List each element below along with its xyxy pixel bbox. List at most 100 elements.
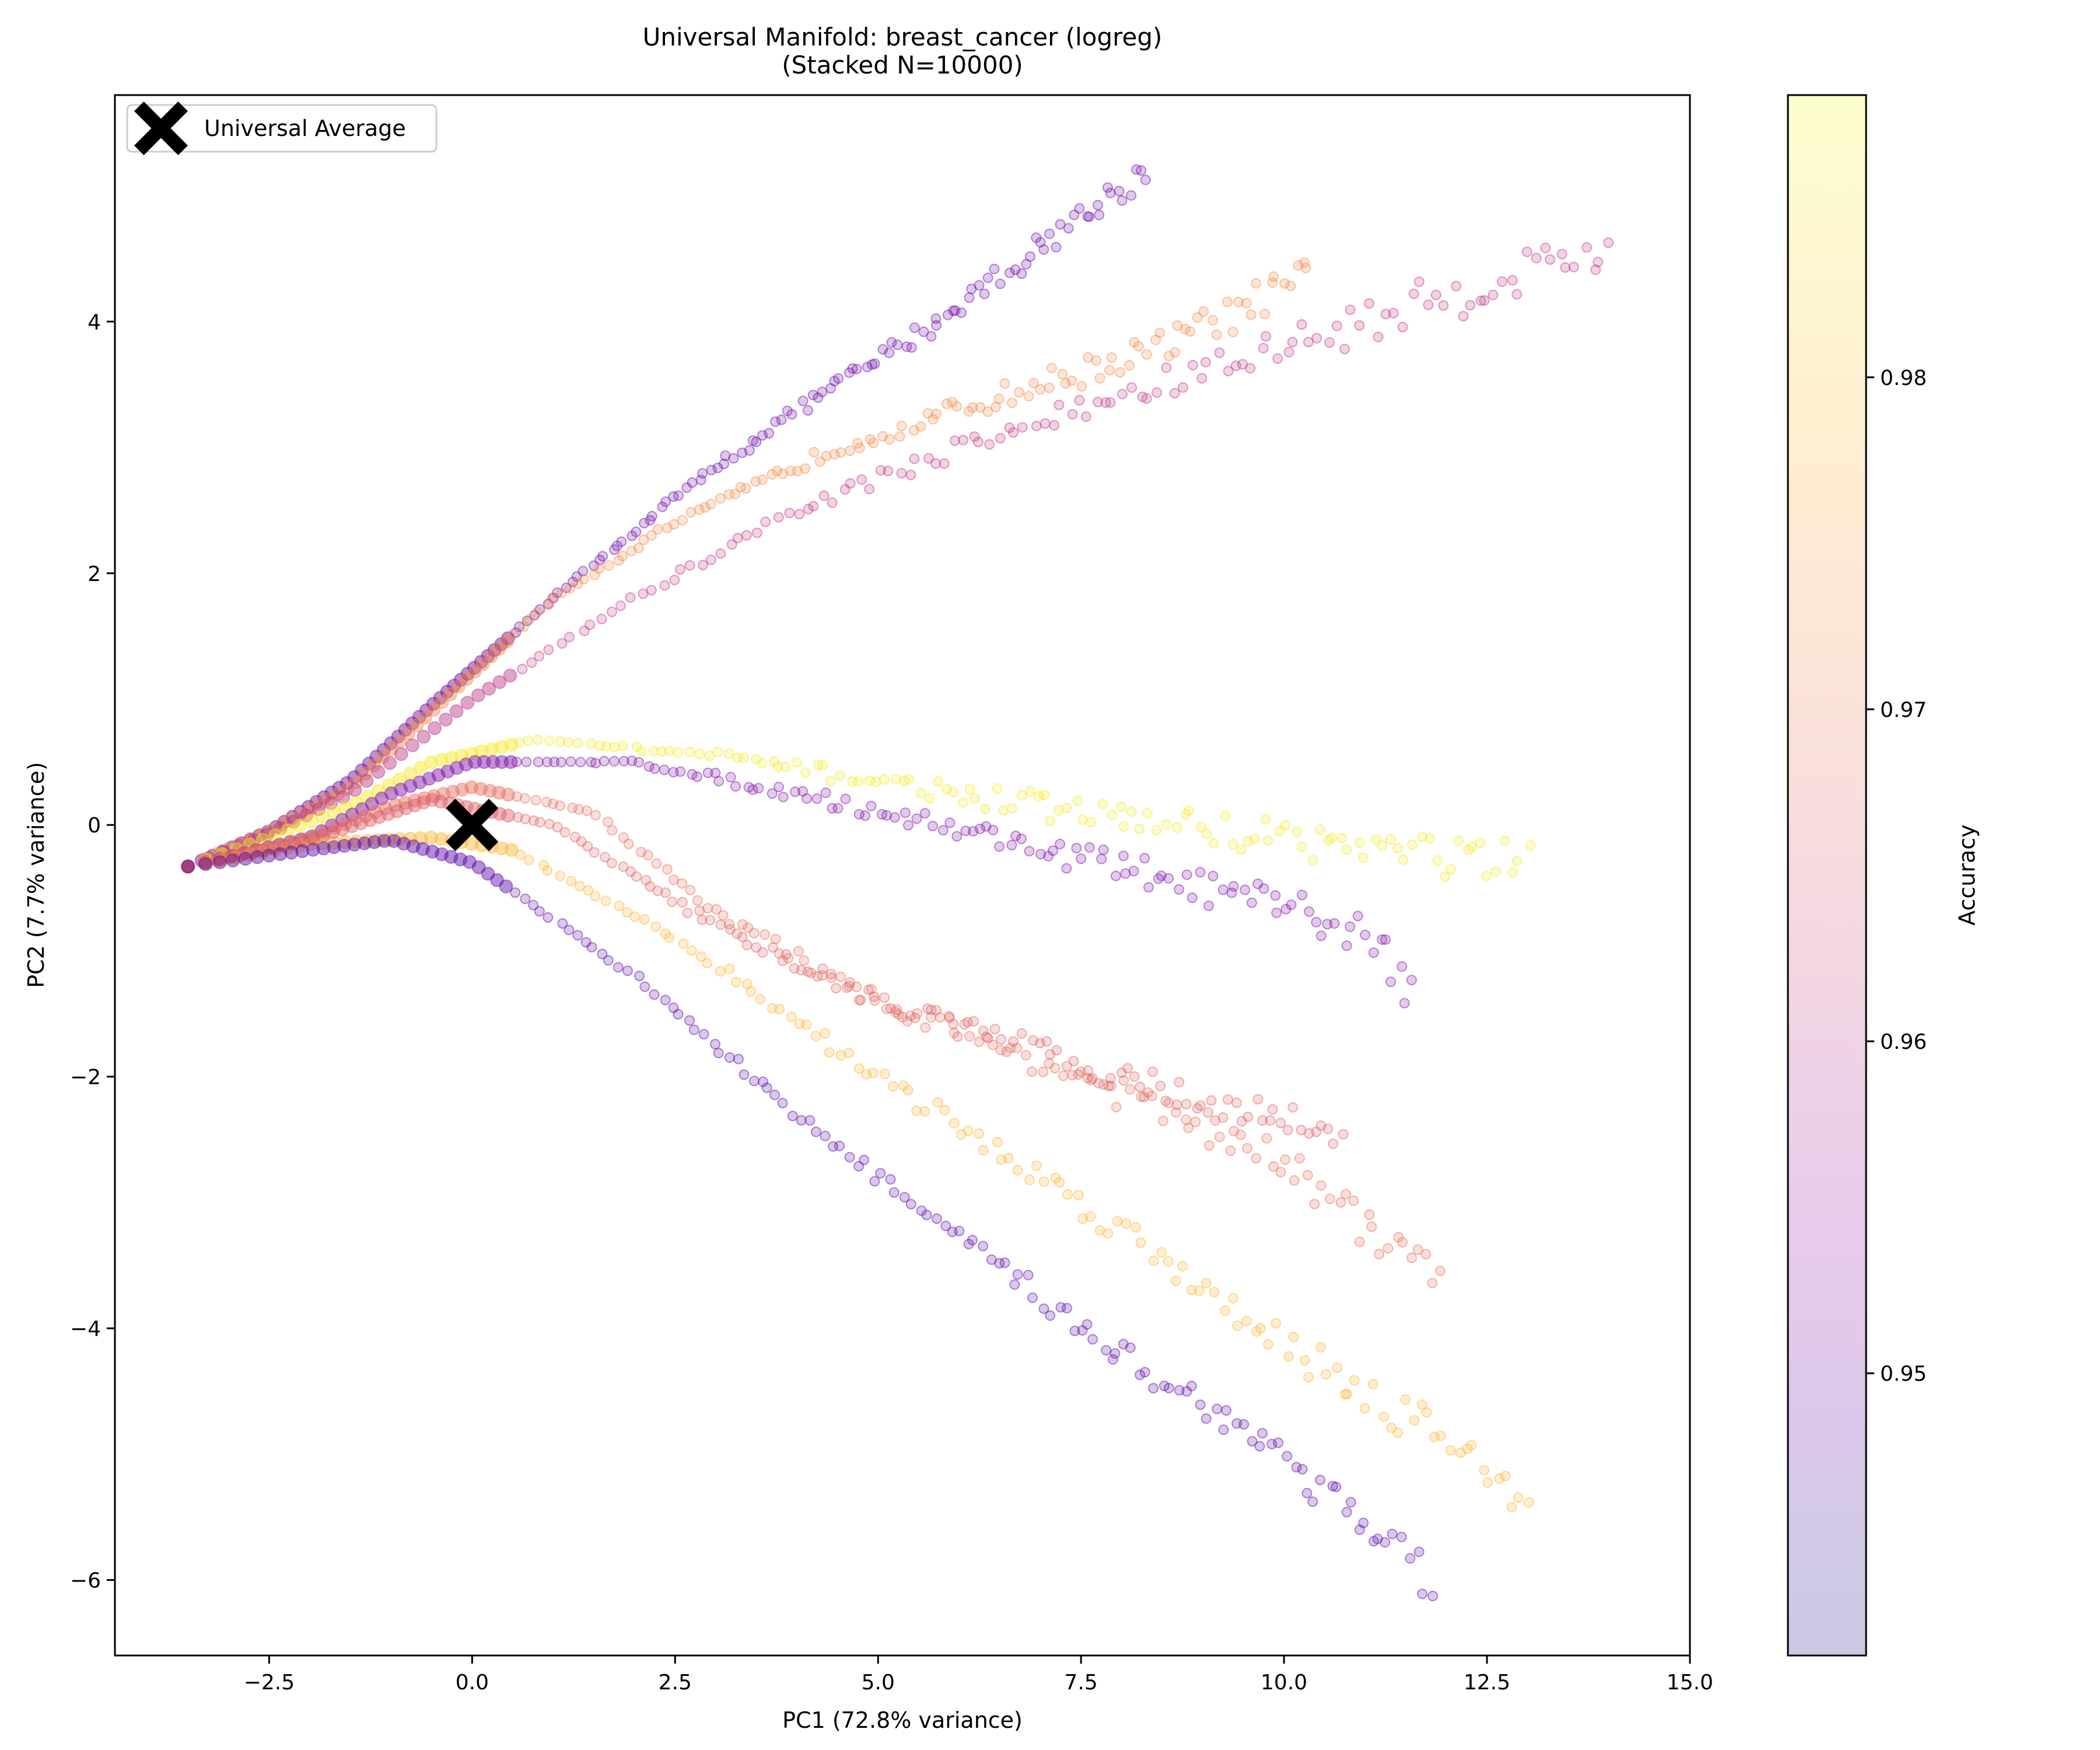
scatter-point <box>360 834 374 848</box>
scatter-point <box>362 756 376 771</box>
scatter-point <box>210 853 225 867</box>
scatter-point <box>336 790 351 804</box>
scatter-point <box>1025 251 1035 262</box>
scatter-point <box>482 681 496 696</box>
scatter-point <box>710 768 721 779</box>
scatter-point <box>1286 900 1297 910</box>
scatter-point <box>181 859 195 874</box>
scatter-point <box>428 721 442 736</box>
scatter-point <box>1012 1269 1023 1280</box>
scatter-point <box>738 752 749 764</box>
scatter-point <box>741 978 752 989</box>
scatter-point <box>813 392 824 403</box>
scatter-point <box>1139 853 1150 864</box>
scatter-point <box>1214 1132 1225 1142</box>
scatter-point <box>982 272 993 284</box>
scatter-point <box>1359 1403 1370 1414</box>
scatter-point <box>287 836 302 850</box>
scatter-point <box>181 859 195 874</box>
scatter-point <box>685 884 696 895</box>
scatter-point <box>660 995 671 1006</box>
scatter-point <box>766 788 778 799</box>
scatter-point <box>724 919 735 930</box>
scatter-point <box>901 341 912 352</box>
scatter-point <box>1062 1189 1073 1200</box>
scatter-point <box>1397 321 1408 332</box>
scatter-point <box>1087 1073 1098 1084</box>
scatter-point <box>755 994 766 1005</box>
scatter-point <box>772 761 783 772</box>
scatter-point <box>885 1174 896 1185</box>
scatter-point <box>261 825 275 839</box>
scatter-point <box>978 1144 989 1156</box>
scatter-point <box>1136 165 1147 176</box>
scatter-point <box>1247 1436 1258 1447</box>
scatter-point <box>692 771 702 782</box>
scatter-point <box>1227 327 1238 338</box>
scatter-point <box>682 908 693 918</box>
scatter-point <box>526 657 537 668</box>
scatter-point <box>992 1137 1003 1147</box>
scatter-point <box>1252 878 1264 890</box>
scatter-point <box>194 853 209 868</box>
scatter-point <box>922 1003 933 1014</box>
scatter-point <box>471 860 486 874</box>
scatter-point <box>773 512 784 523</box>
scatter-point <box>335 822 349 836</box>
scatter-point <box>1196 373 1208 384</box>
scatter-point <box>221 842 236 856</box>
scatter-point <box>548 799 558 810</box>
scatter-point <box>772 466 783 477</box>
scatter-point <box>776 414 787 425</box>
scatter-point <box>994 1258 1005 1269</box>
scatter-point <box>1156 870 1167 881</box>
scatter-point <box>446 785 460 799</box>
scatter-point <box>999 378 1010 389</box>
scatter-point <box>1398 854 1409 865</box>
scatter-point <box>1340 1189 1352 1200</box>
scatter-point <box>796 965 807 976</box>
scatter-point <box>1049 420 1060 430</box>
scatter-point <box>1380 309 1391 320</box>
scatter-point <box>687 477 698 488</box>
scatter-point <box>1125 1342 1136 1353</box>
colorbar-tick-label: 0.96 <box>1880 1030 1927 1054</box>
scatter-point <box>678 939 689 949</box>
scatter-point <box>309 794 324 809</box>
scatter-point <box>283 835 298 849</box>
scatter-point <box>715 919 726 930</box>
scatter-point <box>885 1003 896 1014</box>
scatter-point <box>1455 1447 1466 1458</box>
scatter-point <box>623 838 634 849</box>
scatter-point <box>1373 331 1384 342</box>
scatter-point <box>1246 897 1257 908</box>
scatter-point <box>1192 1103 1203 1114</box>
scatter-point <box>570 831 580 842</box>
scatter-point <box>777 1098 788 1108</box>
scatter-point <box>1494 1473 1505 1484</box>
scatter-point <box>226 853 240 868</box>
scatter-point <box>974 1128 985 1139</box>
scatter-point <box>274 837 288 852</box>
scatter-point <box>594 563 605 574</box>
scatter-point <box>377 834 391 848</box>
scatter-point <box>1085 1211 1096 1222</box>
scatter-point <box>964 783 975 794</box>
scatter-point <box>261 840 275 855</box>
scatter-point <box>419 703 433 718</box>
scatter-point <box>939 458 950 469</box>
scatter-point <box>431 768 446 782</box>
scatter-point <box>1106 352 1117 363</box>
scatter-point <box>1143 1087 1154 1098</box>
scatter-point <box>256 843 271 858</box>
scatter-point <box>444 849 459 864</box>
scatter-point <box>393 772 407 786</box>
scatter-point <box>829 449 840 460</box>
scatter-point <box>476 657 490 671</box>
scatter-point <box>908 425 919 436</box>
scatter-point <box>1479 1465 1490 1476</box>
scatter-point <box>1506 1502 1517 1513</box>
scatter-point <box>684 746 695 757</box>
scatter-point <box>1181 1098 1192 1110</box>
scatter-point <box>864 484 875 495</box>
